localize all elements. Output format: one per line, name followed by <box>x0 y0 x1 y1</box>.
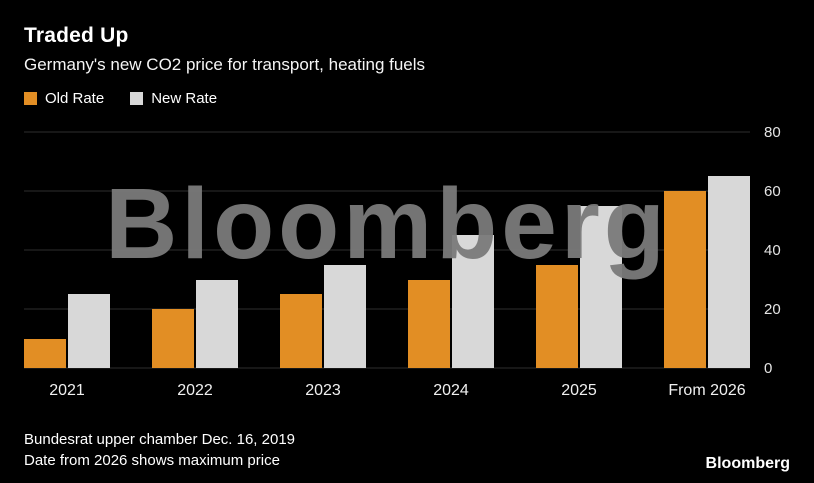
x-axis-label-2023: 2023 <box>305 382 341 399</box>
x-axis-label-2025: 2025 <box>561 382 597 399</box>
legend-swatch-new-rate-icon <box>130 92 144 105</box>
gridline-0: 0 <box>24 360 772 377</box>
y-axis-tick-label-60: 60 <box>764 182 781 200</box>
bar-group-from-2026: From 2026 <box>664 132 750 399</box>
bar-group-2024: 2024 <box>408 132 494 399</box>
old-rate-bar-2021 <box>24 338 66 368</box>
x-axis-label-2021: 2021 <box>49 382 85 399</box>
old-rate-bar-from-2026 <box>664 191 706 368</box>
new-rate-bar-2024 <box>452 235 494 368</box>
bar-group-2022: 2022 <box>152 132 238 399</box>
legend: Old Rate New Rate <box>24 90 790 107</box>
bars-layer: 2021 2022 2023 2024 2025 From 2026 <box>24 132 750 399</box>
y-axis-tick-label-20: 20 <box>764 300 781 318</box>
old-rate-bar-2023 <box>280 294 322 368</box>
y-axis-tick-label-40: 40 <box>764 241 781 259</box>
legend-label-new-rate: New Rate <box>151 90 218 107</box>
new-rate-bar-2025 <box>580 205 622 368</box>
new-rate-bar-2023 <box>324 264 366 368</box>
old-rate-bar-2024 <box>408 279 450 368</box>
footer-notes: Bundesrat upper chamber Dec. 16, 2019 Da… <box>24 429 295 471</box>
gridline-80: 80 <box>24 124 781 141</box>
chart-title: Traded Up <box>24 24 129 47</box>
legend-swatch-old-rate-icon <box>24 92 37 105</box>
bar-group-2025: 2025 <box>536 132 622 399</box>
x-axis-label-2022: 2022 <box>177 382 213 399</box>
y-axis-tick-label-80: 80 <box>764 123 781 141</box>
x-axis-label-from-2026: From 2026 <box>668 382 746 399</box>
chart-subtitle: Germany's new CO2 price for transport, h… <box>24 55 426 74</box>
footer-note-detail: Date from 2026 shows maximum price <box>24 452 280 469</box>
legend-item-new-rate: New Rate <box>130 90 217 107</box>
y-axis-tick-label-0: 0 <box>764 359 773 377</box>
bloomberg-logo: Bloomberg <box>705 455 790 472</box>
new-rate-bar-from-2026 <box>708 176 750 368</box>
chart-header: Traded Up Germany's new CO2 price for tr… <box>24 24 790 107</box>
gridline-60: 60 <box>24 183 781 200</box>
legend-label-old-rate: Old Rate <box>45 90 105 107</box>
gridline-40: 40 <box>24 242 781 259</box>
bar-group-2021: 2021 <box>24 132 110 399</box>
footer-note-source: Bundesrat upper chamber Dec. 16, 2019 <box>24 431 296 448</box>
new-rate-bar-2022 <box>196 279 238 368</box>
new-rate-bar-2021 <box>68 294 110 368</box>
x-axis-label-2024: 2024 <box>433 382 469 399</box>
bar-chart: 0 20 40 60 80 2021 2022 2023 2024 2025 From 2026 … <box>24 124 781 399</box>
old-rate-bar-2025 <box>536 264 578 368</box>
old-rate-bar-2022 <box>152 309 194 368</box>
bar-group-2023: 2023 <box>280 132 366 399</box>
legend-item-old-rate: Old Rate <box>24 90 104 107</box>
gridline-20: 20 <box>24 301 781 318</box>
gridlines-layer: 0 20 40 60 80 <box>24 124 781 377</box>
